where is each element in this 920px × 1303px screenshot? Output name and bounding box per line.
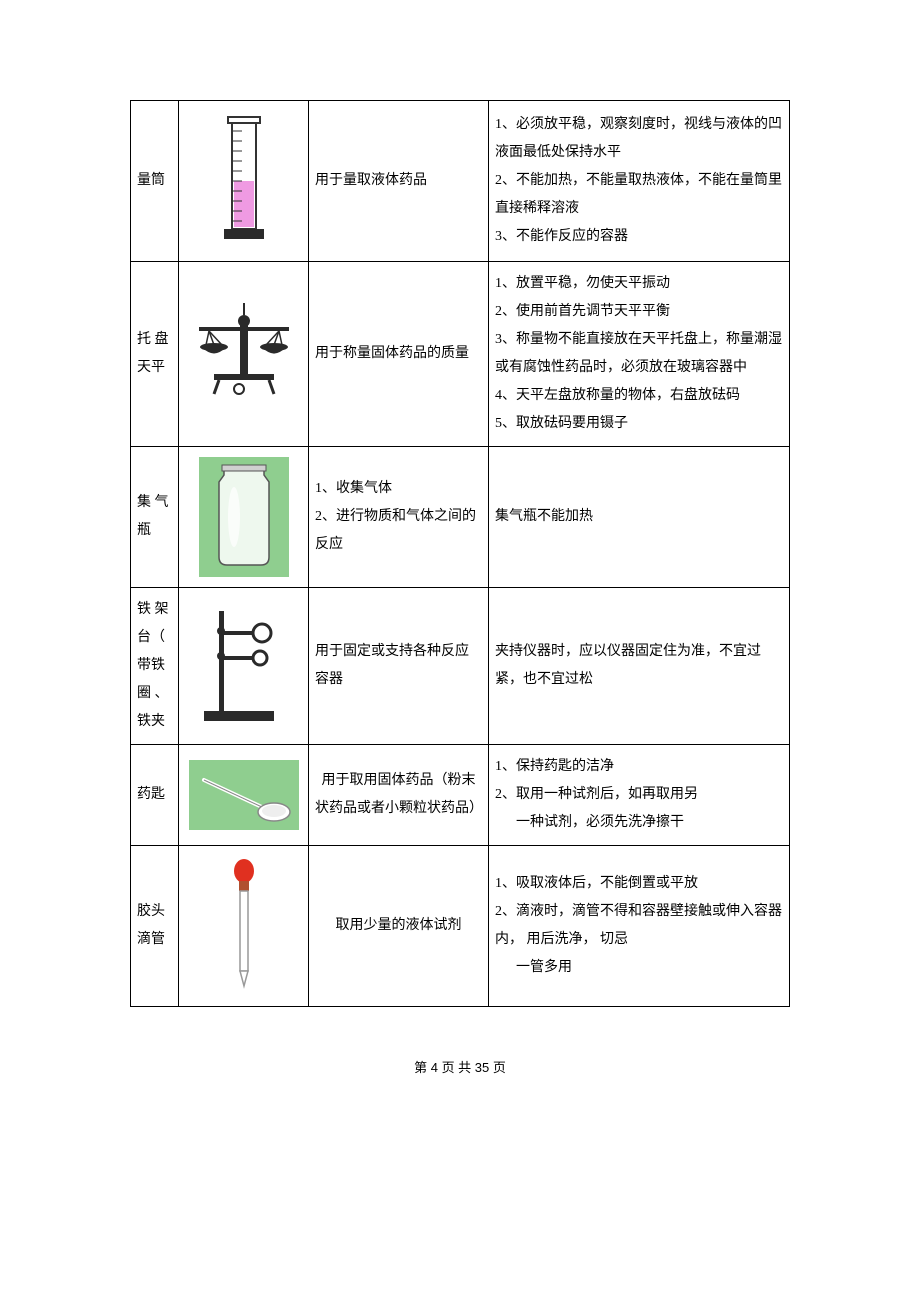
equipment-table: 量筒 用于量取液体药品1、必须放平稳，观察刻度时，视线与液体的凹液面最低处保持水… [130,100,790,1007]
equipment-name: 胶头滴管 [131,846,179,1007]
equipment-image [179,447,309,588]
equipment-image [179,745,309,846]
table-row: 胶头滴管 取用少量的液体试剂1、吸取液体后，不能倒置或平放2、滴液时，滴管不得和… [131,846,790,1007]
equipment-notes: 集气瓶不能加热 [489,447,790,588]
equipment-name: 托 盘天平 [131,262,179,447]
equipment-name: 集 气瓶 [131,447,179,588]
table-row: 量筒 用于量取液体药品1、必须放平稳，观察刻度时，视线与液体的凹液面最低处保持水… [131,101,790,262]
equipment-notes: 1、必须放平稳，观察刻度时，视线与液体的凹液面最低处保持水平2、不能加热，不能量… [489,101,790,262]
equipment-name: 药匙 [131,745,179,846]
equipment-notes: 1、保持药匙的洁净2、取用一种试剂后，如再取用另一种试剂，必须先洗净擦干 [489,745,790,846]
equipment-name: 铁 架台（ 带铁圈 、铁夹 [131,588,179,745]
page-footer: 第 4 页 共 35 页 [130,1057,790,1076]
equipment-image [179,262,309,447]
equipment-notes: 夹持仪器时，应以仪器固定住为准，不宜过紧，也不宜过松 [489,588,790,745]
table-row: 铁 架台（ 带铁圈 、铁夹 用于固定或支持各种反应容器夹持仪器时，应以仪器固定住… [131,588,790,745]
table-row: 托 盘天平 用于称量固体药品的质量1、放置平稳，勿使天平振动2、使用前首先调节天… [131,262,790,447]
equipment-use: 1、收集气体2、进行物质和气体之间的反应 [309,447,489,588]
equipment-image [179,588,309,745]
equipment-use: 用于称量固体药品的质量 [309,262,489,447]
equipment-image [179,101,309,262]
equipment-use: 用于固定或支持各种反应容器 [309,588,489,745]
table-row: 药匙 用于取用固体药品（粉末状药品或者小颗粒状药品）1、保持药匙的洁净2、取用一… [131,745,790,846]
equipment-use: 用于量取液体药品 [309,101,489,262]
equipment-use: 取用少量的液体试剂 [309,846,489,1007]
equipment-use: 用于取用固体药品（粉末状药品或者小颗粒状药品） [309,745,489,846]
equipment-name: 量筒 [131,101,179,262]
equipment-image [179,846,309,1007]
equipment-notes: 1、放置平稳，勿使天平振动2、使用前首先调节天平平衡3、称量物不能直接放在天平托… [489,262,790,447]
equipment-notes: 1、吸取液体后，不能倒置或平放2、滴液时，滴管不得和容器壁接触或伸入容器内， 用… [489,846,790,1007]
table-row: 集 气瓶 1、收集气体2、进行物质和气体之间的反应集气瓶不能加热 [131,447,790,588]
